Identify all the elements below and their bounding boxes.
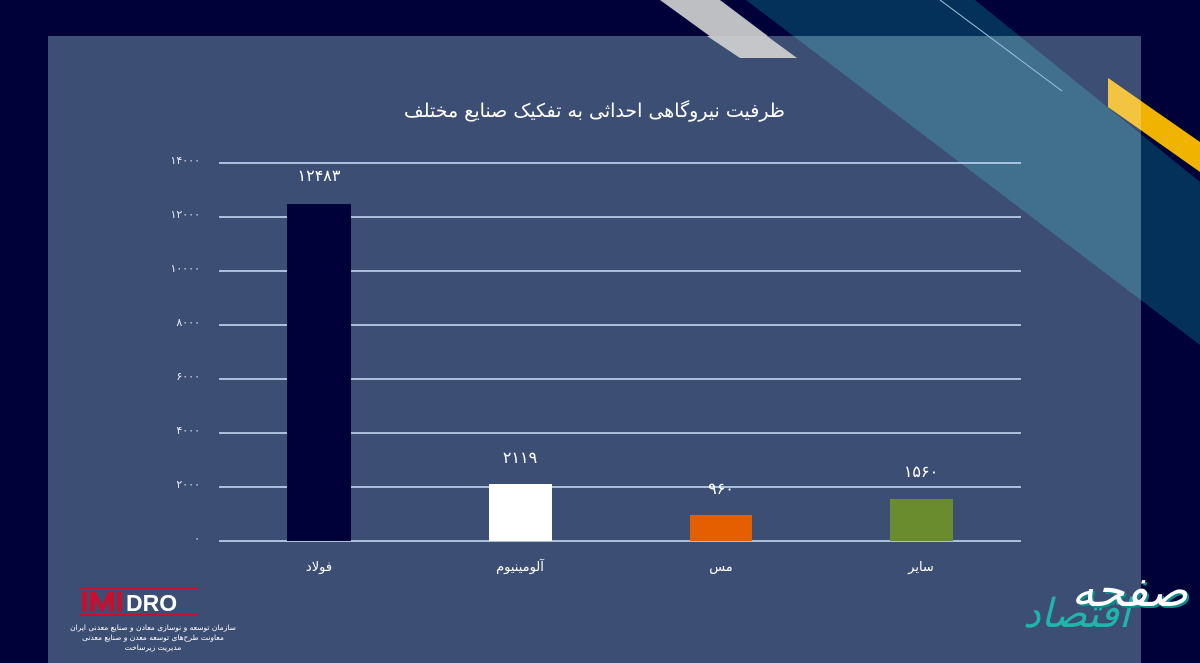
gridline-8000: [219, 324, 1021, 326]
y-tick-label: ۲۰۰۰: [176, 478, 200, 491]
bar-steel[interactable]: [287, 204, 351, 541]
y-tick-label: ۶۰۰۰: [176, 370, 200, 383]
svg-text:DRO: DRO: [126, 590, 177, 616]
watermark-logo: اقتصاد صفحه: [1010, 545, 1200, 655]
y-tick-label: ۱۰۰۰۰: [170, 262, 200, 275]
y-tick-label: ۰: [194, 532, 200, 545]
y-tick-label: ۱۴۰۰۰: [170, 154, 200, 167]
bar-copper[interactable]: [690, 515, 752, 541]
category-label-other: سایر: [908, 560, 934, 575]
category-label-aluminium: آلومینیوم: [496, 560, 544, 575]
baseline: [219, 540, 1021, 542]
bar-other[interactable]: [890, 499, 953, 541]
watermark-word-safhe: صفحه: [1071, 563, 1188, 617]
gridline-12000: [219, 216, 1021, 218]
y-tick-label: ۴۰۰۰: [176, 424, 200, 437]
gridline-14000: [219, 162, 1021, 164]
chart-title: ظرفیت نیروگاهی احداثی به تفکیک صنایع مخت…: [404, 100, 785, 122]
bar-value-label: ۹۶۰: [708, 479, 734, 498]
y-tick-label: ۸۰۰۰: [176, 316, 200, 329]
gridline-10000: [219, 270, 1021, 272]
imidro-logo: DRO سازمان توسعه و نوسازی معادن و صنایع …: [58, 583, 248, 661]
bar-value-label: ۱۵۶۰: [903, 462, 939, 481]
gridline-2000: [219, 486, 1021, 488]
bar-aluminium[interactable]: [489, 484, 552, 541]
category-label-steel: فولاد: [305, 560, 333, 575]
imidro-logo-text: سازمان توسعه و نوسازی معادن و صنایع معدن…: [70, 623, 236, 652]
gridline-4000: [219, 432, 1021, 434]
imidro-logo-mark: DRO: [80, 587, 198, 616]
bar-value-label: ۲۱۱۹: [502, 448, 538, 467]
y-tick-label: ۱۲۰۰۰: [170, 208, 200, 221]
category-label-copper: مس: [709, 560, 733, 575]
gridline-6000: [219, 378, 1021, 380]
watermark-word-eqtesad: اقتصاد: [1023, 591, 1130, 637]
bar-value-label: ۱۲۴۸۳: [297, 166, 341, 185]
